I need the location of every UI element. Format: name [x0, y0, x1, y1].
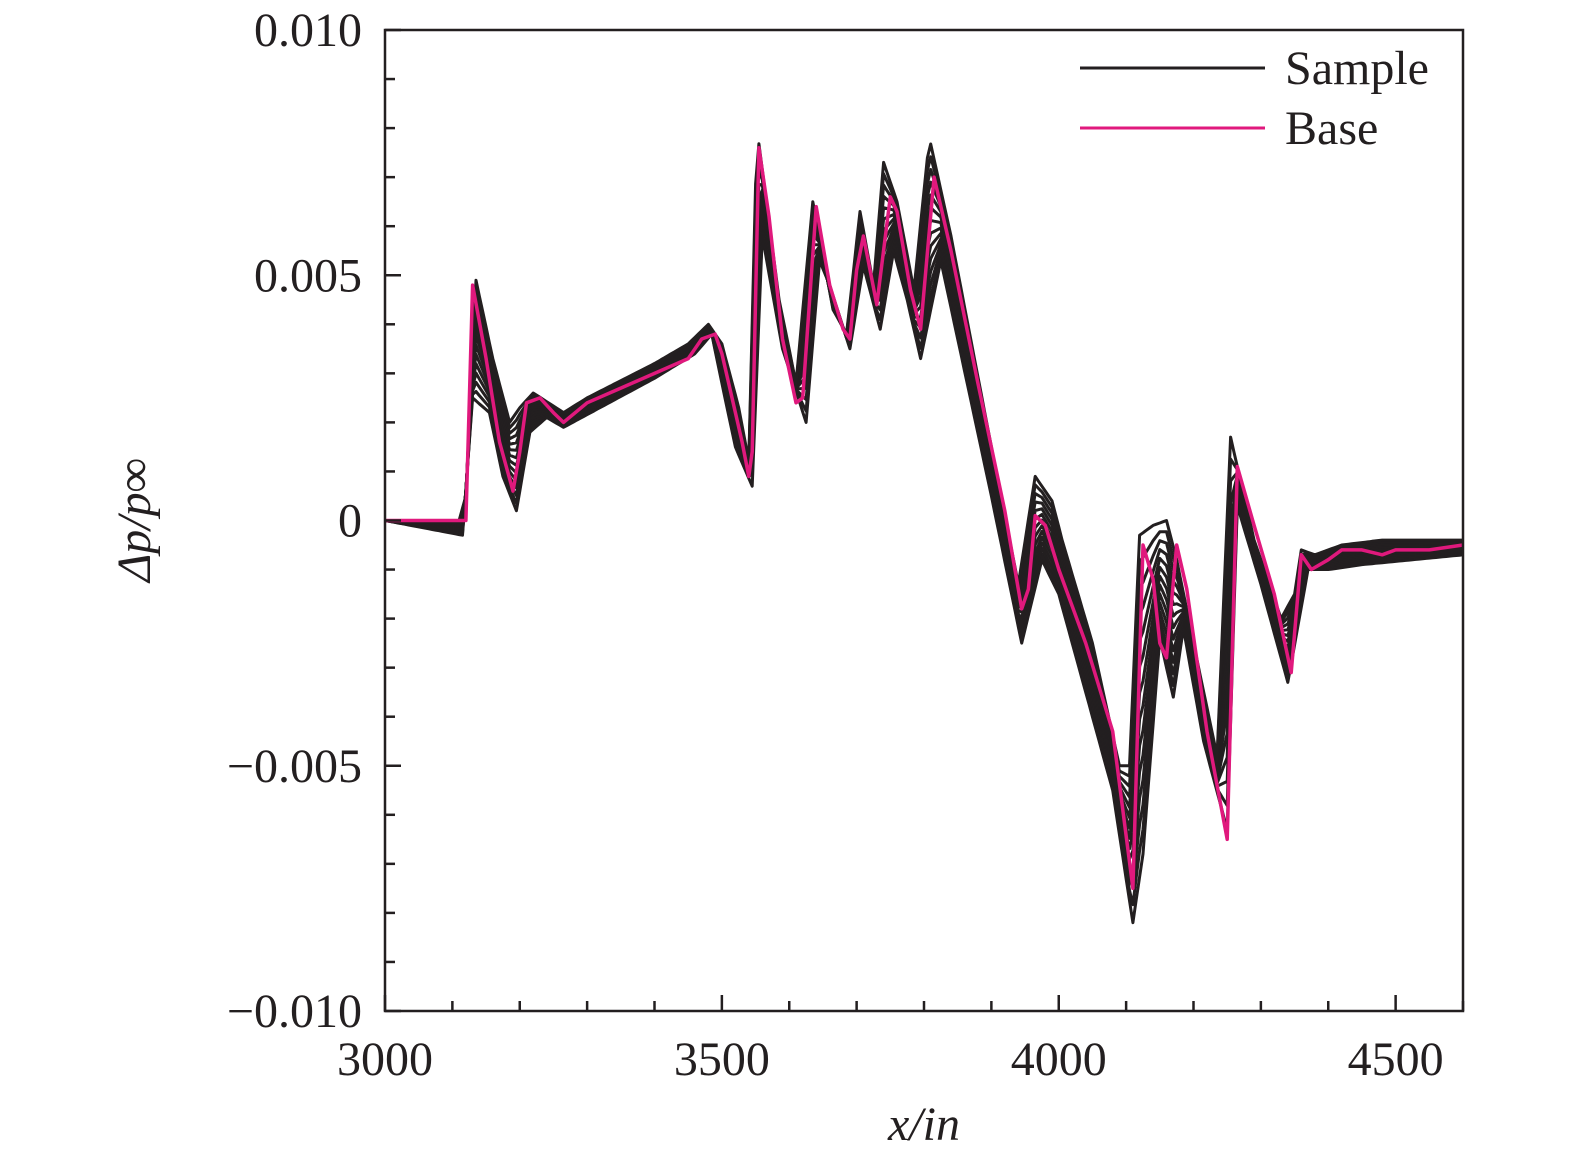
y-axis-label: Δp/p∞	[108, 458, 161, 584]
y-tick-label: −0.010	[227, 985, 362, 1038]
legend: Sample Base	[1080, 42, 1429, 155]
sample-line	[385, 142, 1463, 768]
x-tick-label: 4500	[1348, 1033, 1444, 1086]
legend-label-sample: Sample	[1285, 42, 1429, 95]
y-tick-label: −0.005	[227, 740, 362, 793]
base-series	[385, 145, 1464, 891]
x-tick-label: 3500	[674, 1033, 770, 1086]
x-tick-label: 3000	[337, 1033, 433, 1086]
x-axis-label: x/in	[887, 1098, 960, 1151]
y-tick-label: 0	[338, 495, 362, 548]
y-tick-label: 0.005	[254, 249, 362, 302]
x-tick-labels: 3000 3500 4000 4500	[337, 1033, 1444, 1086]
legend-label-base: Base	[1285, 102, 1378, 155]
y-tick-labels: 0.010 0.005 0 −0.005 −0.010	[227, 4, 362, 1038]
base-line	[385, 145, 1464, 891]
x-tick-label: 4000	[1011, 1033, 1107, 1086]
sample-ensemble	[384, 142, 1464, 925]
axis-ticks	[383, 28, 1465, 1013]
y-tick-label: 0.010	[254, 4, 362, 57]
